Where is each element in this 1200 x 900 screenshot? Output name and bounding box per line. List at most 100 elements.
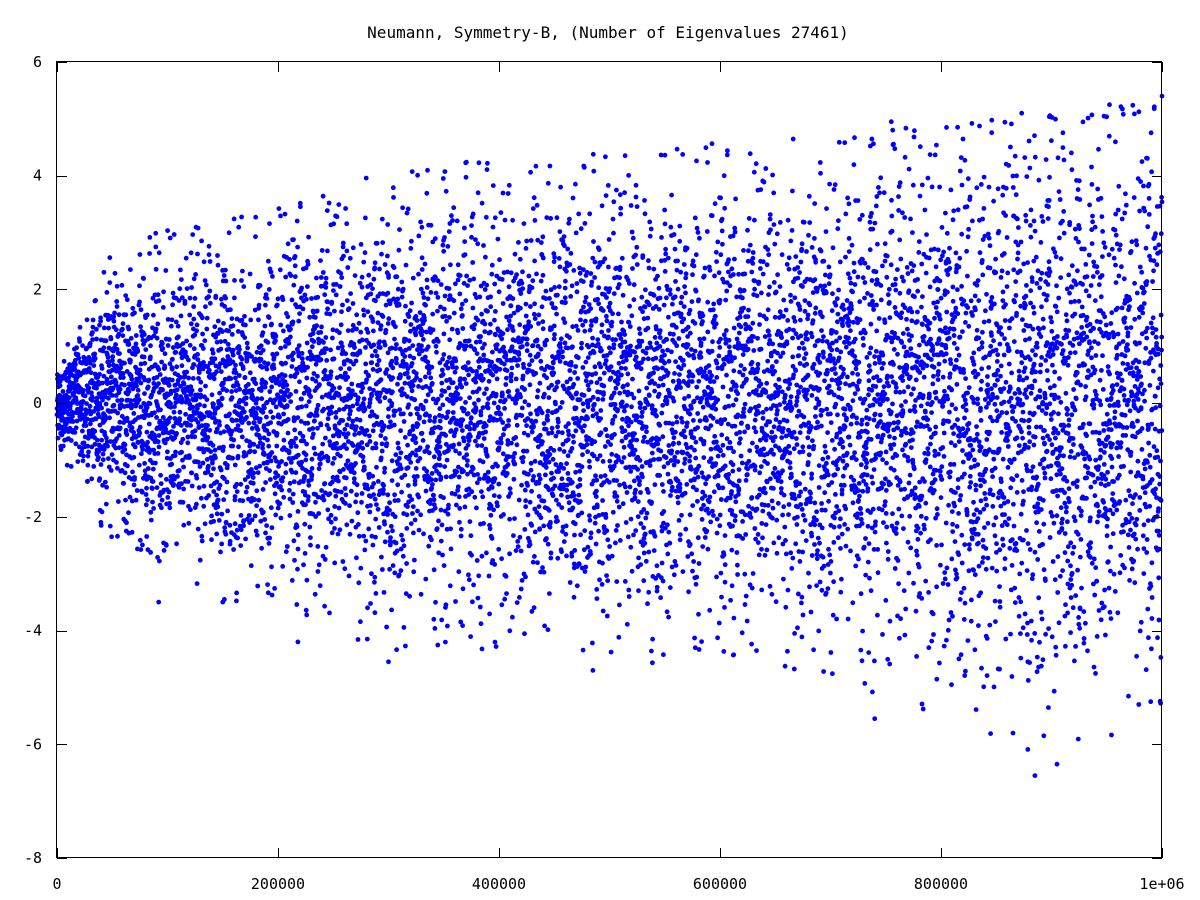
data-point [656, 383, 662, 389]
data-point [636, 388, 642, 394]
data-point [166, 489, 172, 495]
data-point [606, 479, 612, 485]
data-point [298, 204, 303, 210]
data-point [357, 280, 363, 286]
data-point [529, 488, 534, 494]
data-point [538, 346, 544, 352]
data-point [503, 352, 509, 358]
data-point [456, 494, 462, 500]
data-point [628, 419, 634, 425]
data-point [552, 285, 557, 290]
data-point [442, 313, 448, 319]
data-point [211, 518, 217, 524]
data-point [379, 554, 384, 560]
data-point [419, 430, 425, 436]
data-point [565, 246, 571, 252]
data-point [622, 408, 627, 414]
data-point [487, 611, 492, 617]
data-point [266, 315, 272, 320]
data-point [135, 387, 141, 393]
data-point [461, 407, 467, 412]
data-point [279, 487, 285, 493]
data-point [517, 534, 523, 540]
data-point [586, 344, 592, 350]
data-point [278, 322, 284, 328]
data-point [634, 244, 640, 250]
data-point [107, 280, 113, 285]
data-point [122, 442, 128, 448]
data-point [230, 352, 236, 358]
data-point [299, 351, 305, 356]
data-point [288, 273, 294, 278]
data-point [411, 530, 416, 536]
data-point [379, 216, 385, 222]
data-point [273, 333, 279, 339]
data-point [511, 476, 517, 482]
data-point [265, 258, 271, 264]
data-point [323, 335, 329, 340]
data-point [549, 430, 555, 436]
data-point [381, 423, 387, 429]
data-point [199, 315, 205, 321]
data-point [149, 392, 155, 398]
data-point [659, 410, 665, 416]
data-point [483, 423, 489, 429]
data-point [548, 216, 554, 221]
data-point [662, 269, 668, 274]
data-point [269, 592, 275, 598]
data-point [253, 381, 259, 387]
data-point [554, 408, 560, 413]
data-point [141, 276, 147, 281]
data-point [113, 342, 118, 347]
data-point [600, 308, 606, 313]
data-point [137, 252, 143, 257]
data-point [472, 401, 477, 406]
data-point [341, 467, 346, 472]
data-point [219, 511, 225, 517]
data-point [268, 420, 273, 425]
data-point [290, 500, 296, 505]
data-point [445, 623, 450, 629]
data-point [652, 482, 658, 488]
data-point [615, 369, 621, 375]
data-point [234, 489, 240, 494]
data-point [393, 408, 398, 414]
data-point [98, 462, 104, 467]
data-point [630, 376, 635, 382]
data-point [543, 288, 549, 294]
data-point [193, 272, 199, 277]
data-point [482, 391, 487, 396]
data-point [366, 526, 372, 532]
data-point [392, 498, 398, 503]
data-point [647, 463, 653, 468]
data-point [233, 370, 239, 376]
data-point [587, 211, 593, 217]
data-point [106, 363, 112, 368]
data-point [561, 316, 566, 322]
data-point [483, 214, 489, 220]
data-point [520, 286, 526, 291]
data-point [645, 325, 651, 331]
data-point [94, 326, 99, 332]
data-point [103, 416, 109, 422]
data-point [481, 521, 486, 526]
data-point [169, 377, 175, 383]
data-point [225, 462, 230, 468]
data-point [540, 255, 546, 261]
data-point [485, 160, 490, 166]
data-point [190, 232, 196, 238]
data-point [593, 371, 599, 376]
data-point [420, 438, 426, 443]
data-point [395, 498, 401, 503]
data-point [555, 379, 561, 385]
data-point [421, 419, 427, 425]
data-point [338, 366, 344, 371]
data-point [167, 501, 172, 506]
data-point [416, 494, 422, 500]
data-point [668, 291, 673, 297]
data-point [269, 450, 275, 455]
data-point [438, 474, 444, 480]
data-point [405, 483, 411, 488]
data-point [573, 405, 579, 411]
data-point [375, 506, 381, 512]
